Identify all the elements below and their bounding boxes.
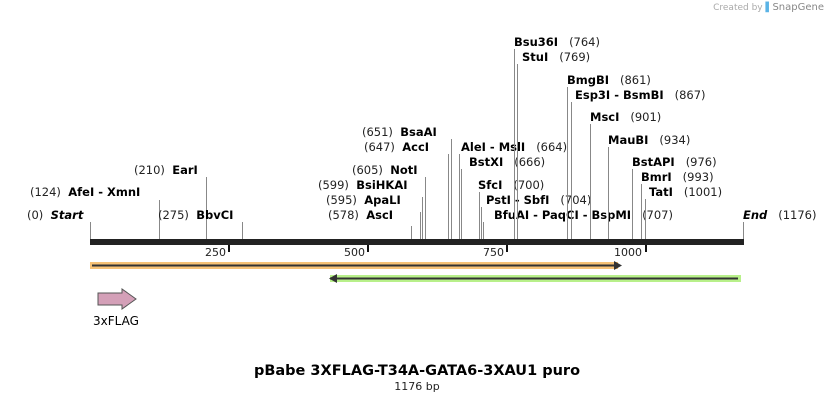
site-line-bmri	[641, 184, 642, 239]
site-line-bmgbi	[567, 87, 568, 239]
site-line-bstxi	[461, 169, 462, 239]
site-alei[interactable]: AleI - MslI (664)	[461, 140, 568, 154]
site-sfci[interactable]: SfcI (700)	[478, 178, 545, 192]
site-line-maubi	[608, 147, 609, 239]
site-line-bfuai	[483, 222, 484, 239]
site-bmgbi[interactable]: BmgBI (861)	[567, 73, 651, 87]
site-bbvci[interactable]: (275) BbvCI	[158, 208, 234, 222]
tick-label-750: 750	[483, 246, 504, 259]
site-bstapi[interactable]: BstAPI (976)	[632, 155, 717, 169]
feature-green-arrow[interactable]	[326, 272, 744, 286]
site-maubi[interactable]: MauBI (934)	[608, 133, 691, 147]
site-line-eari	[206, 177, 207, 239]
start-label: (0) Start	[27, 208, 84, 222]
end-label: End (1176)	[743, 208, 817, 222]
tick-label-500: 500	[344, 246, 365, 259]
site-afei[interactable]: (124) AfeI - XmnI	[30, 185, 141, 199]
site-eari[interactable]: (210) EarI	[134, 163, 198, 177]
tick-750	[506, 245, 508, 252]
end-line	[743, 222, 744, 239]
site-line-noti	[425, 177, 426, 239]
site-bsu36i[interactable]: Bsu36I (764)	[514, 35, 600, 49]
site-line-tati	[645, 199, 646, 239]
site-asci[interactable]: (578) AscI	[328, 208, 394, 222]
feature-orange-arrow[interactable]	[88, 259, 628, 273]
site-psti[interactable]: PstI - SbfI (704)	[486, 193, 592, 207]
feature-3xflag-arrow[interactable]	[97, 288, 139, 310]
site-line-bsu36i	[514, 49, 515, 239]
tick-label-1000: 1000	[614, 246, 642, 259]
site-msci[interactable]: MscI (901)	[590, 110, 662, 124]
site-line-stui	[517, 64, 518, 239]
site-bstxi[interactable]: BstXI (666)	[469, 155, 546, 169]
tick-250	[228, 245, 230, 252]
site-bfuai[interactable]: BfuAI - PaqCI - BspMI (707)	[494, 208, 673, 222]
site-line-acci	[448, 154, 449, 239]
feature-3xflag-label: 3xFLAG	[93, 314, 139, 328]
site-line-apali	[420, 212, 421, 239]
site-line-bstapi	[632, 169, 633, 239]
tick-500	[367, 245, 369, 252]
sequence-backbone	[90, 239, 744, 245]
site-bmri[interactable]: BmrI (993)	[641, 170, 714, 184]
tick-label-250: 250	[205, 246, 226, 259]
site-line-psti	[481, 207, 482, 239]
site-stui[interactable]: StuI (769)	[522, 50, 591, 64]
map-length: 1176 bp	[394, 380, 440, 393]
site-tati[interactable]: TatI (1001)	[649, 185, 723, 199]
site-line-bbvci	[242, 222, 243, 239]
site-bsaai[interactable]: (651) BsaAI	[362, 125, 437, 139]
map-title: pBabe 3XFLAG-T34A-GATA6-3XAU1 puro	[253, 363, 581, 379]
site-line-bsihkai	[422, 197, 423, 239]
site-line-afei	[159, 200, 160, 239]
site-line-sfci	[479, 192, 480, 239]
site-line-alei	[459, 154, 460, 239]
site-noti[interactable]: (605) NotI	[352, 163, 418, 177]
site-apali[interactable]: (595) ApaLI	[326, 193, 401, 207]
site-line-esp3i	[571, 102, 572, 239]
site-line-bsaai	[451, 139, 452, 239]
site-acci[interactable]: (647) AccI	[364, 140, 430, 154]
tick-1000	[645, 245, 647, 252]
start-line	[90, 222, 91, 239]
site-esp3i[interactable]: Esp3I - BsmBI (867)	[575, 88, 706, 102]
site-line-msci	[590, 124, 591, 239]
snapgene-credit: Created by ▌SnapGene	[713, 2, 824, 13]
site-line-asci	[411, 226, 412, 239]
site-bsihkai[interactable]: (599) BsiHKAI	[318, 178, 408, 192]
